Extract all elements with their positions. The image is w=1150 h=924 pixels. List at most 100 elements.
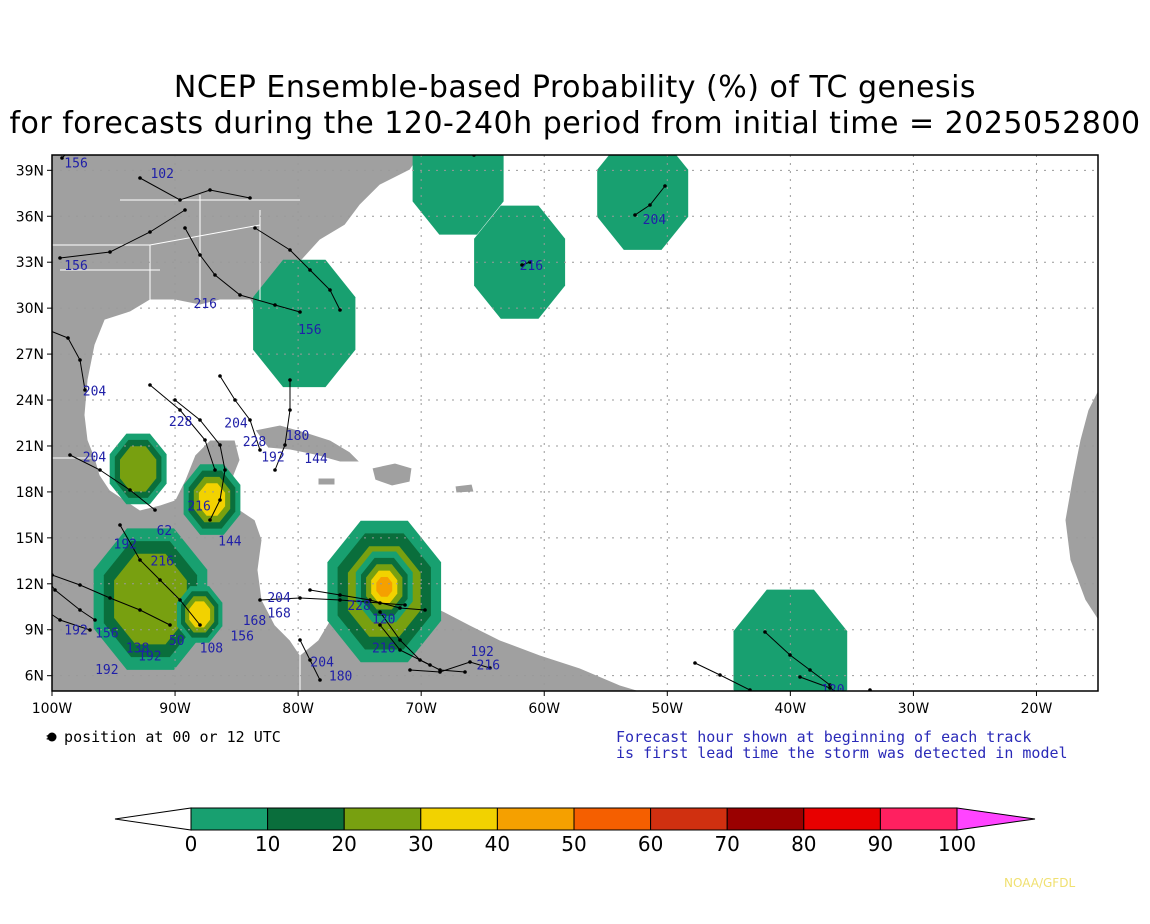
- track-point: [88, 128, 92, 132]
- track-point: [398, 648, 402, 652]
- colorbar-label: 90: [867, 832, 894, 856]
- track-point: [93, 618, 97, 622]
- track-label: 192: [114, 538, 137, 553]
- track-point: [223, 468, 227, 472]
- track-label: 192: [95, 663, 118, 678]
- track-point: [423, 608, 427, 612]
- lat-tick-label: 27N: [16, 347, 44, 363]
- lon-tick-label: 20W: [1021, 701, 1053, 717]
- track-point: [488, 666, 492, 670]
- track-point: [198, 253, 202, 257]
- latitude-axis: 39N 36N 33N 30N 27N 24N 21N 18N 15N 12N 9N 6N: [16, 163, 52, 685]
- probability-area: [120, 446, 157, 492]
- track-point: [88, 628, 92, 632]
- track-point: [288, 408, 292, 412]
- colorbar-segment: [343, 807, 422, 831]
- track-label: 204: [267, 591, 291, 606]
- track-point: [283, 443, 287, 447]
- colorbar-left-arrow: [114, 807, 192, 831]
- probability-areas: [93, 155, 848, 691]
- track-point: [178, 198, 182, 202]
- track-label: 156: [230, 629, 253, 644]
- track-point: [828, 686, 832, 690]
- track-point: [298, 310, 302, 314]
- track-label: 168: [243, 614, 266, 629]
- track-label: 120: [821, 683, 844, 698]
- track-label: 168: [267, 606, 290, 621]
- track-point: [763, 630, 767, 634]
- track-point: [118, 523, 122, 527]
- lon-tick-label: 70W: [405, 701, 437, 717]
- track-label: 156: [64, 156, 87, 171]
- track-label: 138: [126, 642, 149, 657]
- track-point: [788, 653, 792, 657]
- colorbar-label: 60: [637, 832, 664, 856]
- map-frame: [51, 154, 1099, 692]
- track-label: 192: [138, 649, 161, 664]
- colorbar-segment: [496, 807, 575, 831]
- track-point: [298, 596, 302, 600]
- track-label: 156: [64, 259, 87, 274]
- track-point: [218, 374, 222, 378]
- track-label: 204: [83, 384, 107, 399]
- track-label: 180: [329, 669, 352, 684]
- track-point: [648, 203, 652, 207]
- track-label: 216: [372, 642, 395, 657]
- track-point: [36, 324, 40, 328]
- track-point: [468, 660, 472, 664]
- colorbar: [114, 807, 1036, 831]
- lon-tick-label: 100W: [32, 701, 73, 717]
- track-label: 120: [372, 613, 395, 628]
- lon-tick-label: 80W: [282, 701, 314, 717]
- track-point: [213, 468, 217, 472]
- track-point: [428, 663, 432, 667]
- track-point: [768, 706, 772, 710]
- track-label: 228: [169, 415, 192, 430]
- track-point: [403, 603, 407, 607]
- track-point: [53, 588, 57, 592]
- track-point: [208, 188, 212, 192]
- track-label: 204: [83, 450, 107, 465]
- track-point: [208, 518, 212, 522]
- track-label: 144: [218, 535, 242, 550]
- track-point: [318, 678, 322, 682]
- position-dot-icon: [47, 732, 57, 742]
- track-point: [158, 578, 162, 582]
- track-point: [633, 213, 637, 217]
- track-label: 192: [261, 450, 284, 465]
- track-point: [66, 336, 70, 340]
- track-label: 216: [150, 554, 173, 569]
- track-label: 156: [95, 626, 118, 641]
- colorbar-label: 40: [484, 832, 511, 856]
- track-point: [308, 268, 312, 272]
- track-point: [178, 598, 182, 602]
- track-label: 144: [304, 452, 328, 467]
- track-point: [213, 273, 217, 277]
- track-point: [98, 468, 102, 472]
- colorbar-label: 50: [561, 832, 587, 856]
- track-label: 180: [286, 429, 309, 444]
- jamaica-land: [317, 477, 336, 486]
- track-point: [58, 618, 62, 622]
- lat-tick-label: 12N: [16, 577, 44, 593]
- colorbar-segment: [420, 807, 498, 831]
- probability-area: [189, 601, 211, 628]
- lat-tick-label: 39N: [16, 163, 44, 179]
- track-point: [338, 598, 342, 602]
- colorbar-label: 70: [714, 832, 740, 856]
- probability-area: [114, 553, 187, 645]
- track-label: 50: [169, 634, 185, 649]
- probability-area: [412, 155, 504, 235]
- track-point: [378, 601, 382, 605]
- track-point: [148, 383, 152, 387]
- track-label: 108: [200, 642, 223, 657]
- track-point: [248, 196, 252, 200]
- track-label: 216: [477, 659, 500, 674]
- track-point: [28, 598, 32, 602]
- track-point: [108, 250, 112, 254]
- track-point: [60, 156, 64, 160]
- lat-tick-label: 30N: [16, 301, 44, 317]
- colorbar-segment: [803, 807, 881, 831]
- track-label: 192: [64, 623, 87, 638]
